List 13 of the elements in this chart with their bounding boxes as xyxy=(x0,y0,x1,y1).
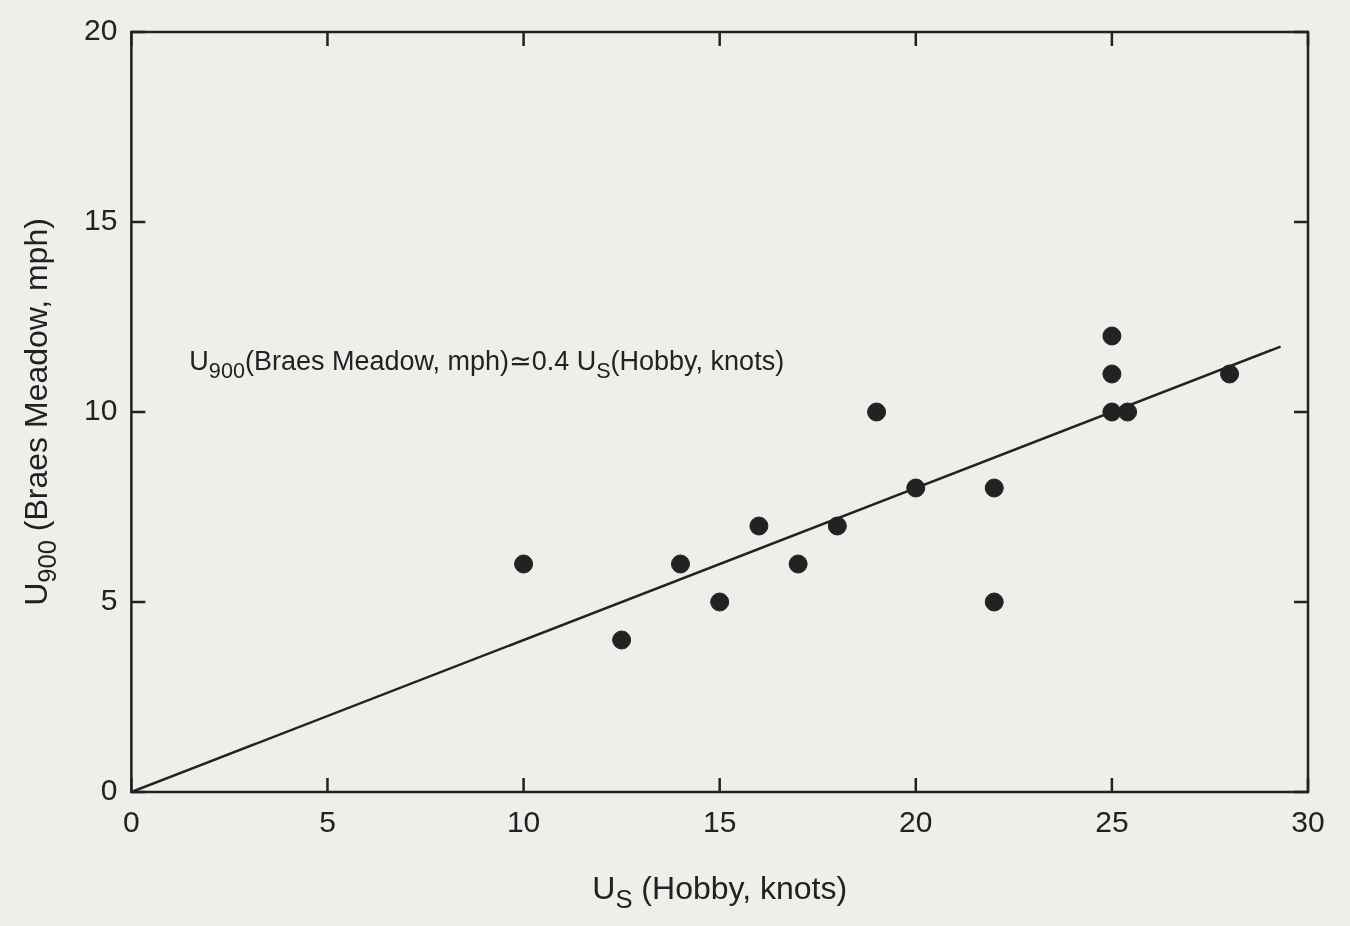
x-tick-label: 5 xyxy=(319,805,336,839)
y-tick-label: 0 xyxy=(100,773,118,807)
x-tick-label: 20 xyxy=(899,805,933,839)
y-tick-label: 10 xyxy=(83,393,118,427)
x-tick-label: 30 xyxy=(1291,805,1325,839)
y-tick-label: 20 xyxy=(83,13,118,47)
y-tick-label: 15 xyxy=(83,203,118,237)
x-tick-label: 10 xyxy=(506,805,541,839)
x-tick-label: 15 xyxy=(703,805,737,839)
x-tick-label: 25 xyxy=(1095,805,1129,839)
x-tick-label: 0 xyxy=(123,805,140,839)
y-tick-label: 5 xyxy=(100,583,118,617)
y-axis-title: U900 (Braes Meadow, mph) xyxy=(17,218,62,606)
